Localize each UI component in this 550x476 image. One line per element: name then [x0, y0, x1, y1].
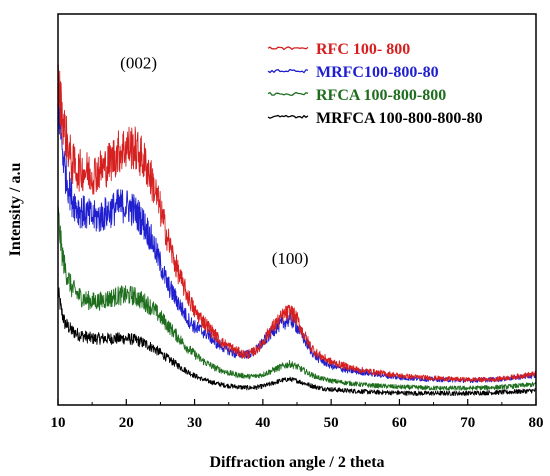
x-tick-label: 40	[255, 415, 270, 431]
legend-label-0: RFC 100- 800	[316, 41, 410, 58]
x-tick-label: 50	[324, 415, 339, 431]
x-tick-label: 30	[187, 415, 202, 431]
peak-label: (100)	[272, 249, 309, 268]
x-tick-label: 20	[119, 415, 134, 431]
legend-swatch-2	[267, 91, 309, 96]
legend-label-3: MRFCA 100-800-800-80	[316, 110, 483, 127]
legend-label-1: MRFC100-800-80	[316, 64, 439, 81]
legend-swatch-0	[267, 46, 309, 51]
legend-swatch-1	[267, 68, 309, 74]
y-axis-title: Intensity / a.u	[7, 163, 24, 257]
peak-annotations: (002) (100)	[120, 54, 309, 268]
peak-label: (002)	[120, 54, 157, 73]
legend-swatch-3	[267, 114, 309, 119]
series-line-0	[57, 64, 537, 383]
legend: RFC 100- 800 MRFC100-800-80 RFCA 100-800-8…	[267, 41, 483, 127]
x-tick-label: 60	[392, 415, 407, 431]
x-tick-label: 80	[529, 415, 544, 431]
legend-label-2: RFCA 100-800-800	[316, 87, 446, 104]
x-axis: 10 20 30 40 50 60 70 80	[51, 399, 544, 431]
series-line-3	[57, 287, 537, 397]
series-line-2	[57, 206, 537, 391]
x-tick-label: 10	[51, 415, 66, 431]
series-group	[57, 64, 537, 397]
x-tick-label: 70	[460, 415, 475, 431]
x-axis-title: Diffraction angle / 2 theta	[209, 454, 384, 471]
